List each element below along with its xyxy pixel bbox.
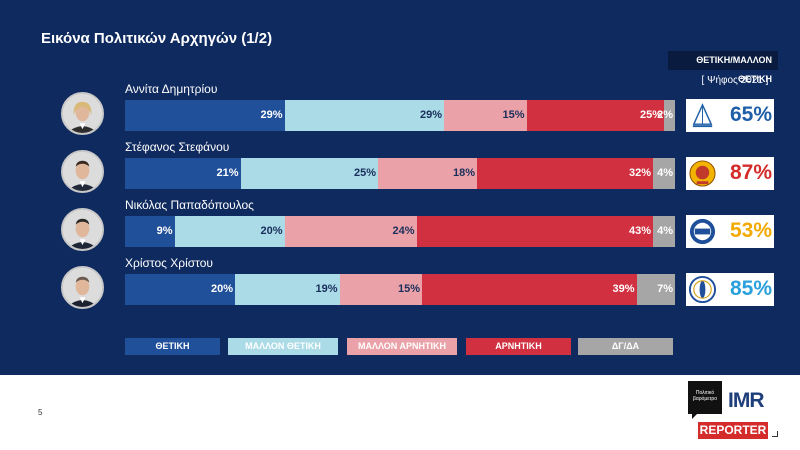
bar-segment: 32% [477, 158, 653, 189]
party-logo-icon [689, 160, 716, 187]
politiko-logo: Πολιτικό βαρόμετρο [688, 381, 722, 414]
party-logo-icon [689, 218, 716, 245]
bar-segment: 43% [416, 216, 653, 247]
candidate-row: Στέφανος Στεφάνου 21% 25% 18% 32% 4% 87% [0, 140, 800, 196]
bar-value-label: 15% [397, 283, 420, 295]
bar-value-label: 9% [156, 225, 173, 237]
stacked-bar: 9% 20% 24% 43% 4% [125, 216, 675, 247]
party-logo [688, 101, 717, 130]
bar-value-label: 20% [260, 225, 283, 237]
party-box: 53% [686, 215, 774, 248]
bar-value-label: 25% [353, 167, 376, 179]
bar-value-label: 25% [639, 109, 662, 121]
bar-value-label: 29% [419, 109, 442, 121]
legend-item: ΔΓ/ΔΑ [578, 338, 673, 355]
bar-value-label: 4% [657, 167, 673, 179]
bar-value-label: 29% [260, 109, 283, 121]
candidate-name: Στέφανος Στεφάνου [125, 140, 230, 154]
bar-value-label: 21% [216, 167, 239, 179]
brand-logos: Πολιτικό βαρόμετρο IMR REPORTER [688, 381, 783, 441]
positive-total-value: 87% [729, 161, 772, 184]
candidate-avatar [61, 150, 104, 193]
politiko-logo-tail [692, 414, 702, 419]
bar-value-label: 7% [657, 283, 673, 295]
bar-value-label: 20% [210, 283, 233, 295]
bar-segment: 25% [526, 100, 664, 131]
positive-total-header: ΘΕΤΙΚΗ/ΜΑΛΛΟΝ ΘΕΤΙΚΗ [668, 51, 778, 84]
bar-value-label: 4% [657, 225, 673, 237]
bar-segment: 7% [636, 274, 675, 305]
imr-logo: IMR [728, 389, 764, 412]
party-box: 65% [686, 99, 774, 132]
party-logo-icon [692, 103, 713, 128]
candidate-row: Αννίτα Δημητρίου 29% 29% 15% 25% 2% 65% [0, 82, 800, 138]
stacked-bar: 20% 19% 15% 39% 7% [125, 274, 675, 305]
candidate-name: Αννίτα Δημητρίου [125, 82, 218, 96]
bar-value-label: 15% [502, 109, 525, 121]
portrait-icon [63, 94, 102, 133]
portrait-icon [63, 210, 102, 249]
candidate-row: Νικόλας Παπαδόπουλος 9% 20% 24% 43% 4% 53% [0, 198, 800, 254]
positive-total-value: 85% [729, 277, 772, 300]
bar-segment: 25% [240, 158, 378, 189]
page-number: 5 [38, 408, 43, 417]
bar-value-label: 19% [315, 283, 338, 295]
bar-value-label: 24% [392, 225, 415, 237]
bar-segment: 29% [284, 100, 444, 131]
positive-total-value: 53% [729, 219, 772, 242]
legend-item: ΜΑΛΛΟΝ ΑΡΝΗΤΙΚΗ [347, 338, 457, 355]
bar-value-label: 18% [452, 167, 475, 179]
party-box: 87% [686, 157, 774, 190]
stacked-bar: 21% 25% 18% 32% 4% [125, 158, 675, 189]
reporter-logo: REPORTER [698, 422, 768, 439]
bar-segment: 20% [174, 216, 285, 247]
politiko-logo-text: Πολιτικό βαρόμετρο [692, 390, 718, 402]
bar-segment: 19% [235, 274, 340, 305]
bar-value-label: 39% [612, 283, 635, 295]
legend-item: ΜΑΛΛΟΝ ΘΕΤΙΚΗ [228, 338, 338, 355]
candidate-row: Χρίστος Χρίστου 20% 19% 15% 39% 7% 85% [0, 256, 800, 312]
candidate-name: Χρίστος Χρίστου [125, 256, 213, 270]
party-logo-icon [688, 275, 717, 304]
legend-item: ΘΕΤΙΚΗ [125, 338, 220, 355]
candidate-avatar [61, 92, 104, 135]
bar-segment: 18% [378, 158, 477, 189]
bar-segment: 4% [653, 216, 675, 247]
stacked-bar: 29% 29% 15% 25% 2% [125, 100, 675, 131]
candidate-avatar [61, 266, 104, 309]
bar-segment: 20% [125, 274, 235, 305]
slide-background: Εικόνα Πολιτικών Αρχηγών (1/2) ΘΕΤΙΚΗ/ΜΑ… [0, 0, 800, 375]
bar-segment: 29% [125, 100, 285, 131]
legend-item: ΑΡΝΗΤΙΚΗ [466, 338, 571, 355]
bar-segment: 15% [339, 274, 422, 305]
bar-segment: 4% [653, 158, 675, 189]
vote-2021-label: [ Ψήφος 2021 ] [701, 75, 769, 86]
party-box: 85% [686, 273, 774, 306]
portrait-icon [63, 268, 102, 307]
bar-segment: 9% [125, 216, 175, 247]
corner-mark [772, 431, 778, 437]
bar-segment: 21% [125, 158, 241, 189]
bar-segment: 15% [444, 100, 527, 131]
slide-title: Εικόνα Πολιτικών Αρχηγών (1/2) [41, 30, 273, 47]
party-logo [688, 159, 717, 188]
bar-segment: 2% [657, 100, 675, 131]
positive-total-value: 65% [729, 103, 772, 126]
portrait-icon [63, 152, 102, 191]
bar-segment: 39% [422, 274, 637, 305]
bar-value-label: 32% [628, 167, 651, 179]
bar-value-label: 2% [657, 109, 673, 121]
candidate-avatar [61, 208, 104, 251]
party-logo [688, 275, 717, 304]
candidate-name: Νικόλας Παπαδόπουλος [125, 198, 254, 212]
bar-value-label: 43% [628, 225, 651, 237]
bar-segment: 24% [284, 216, 417, 247]
party-logo [688, 217, 717, 246]
